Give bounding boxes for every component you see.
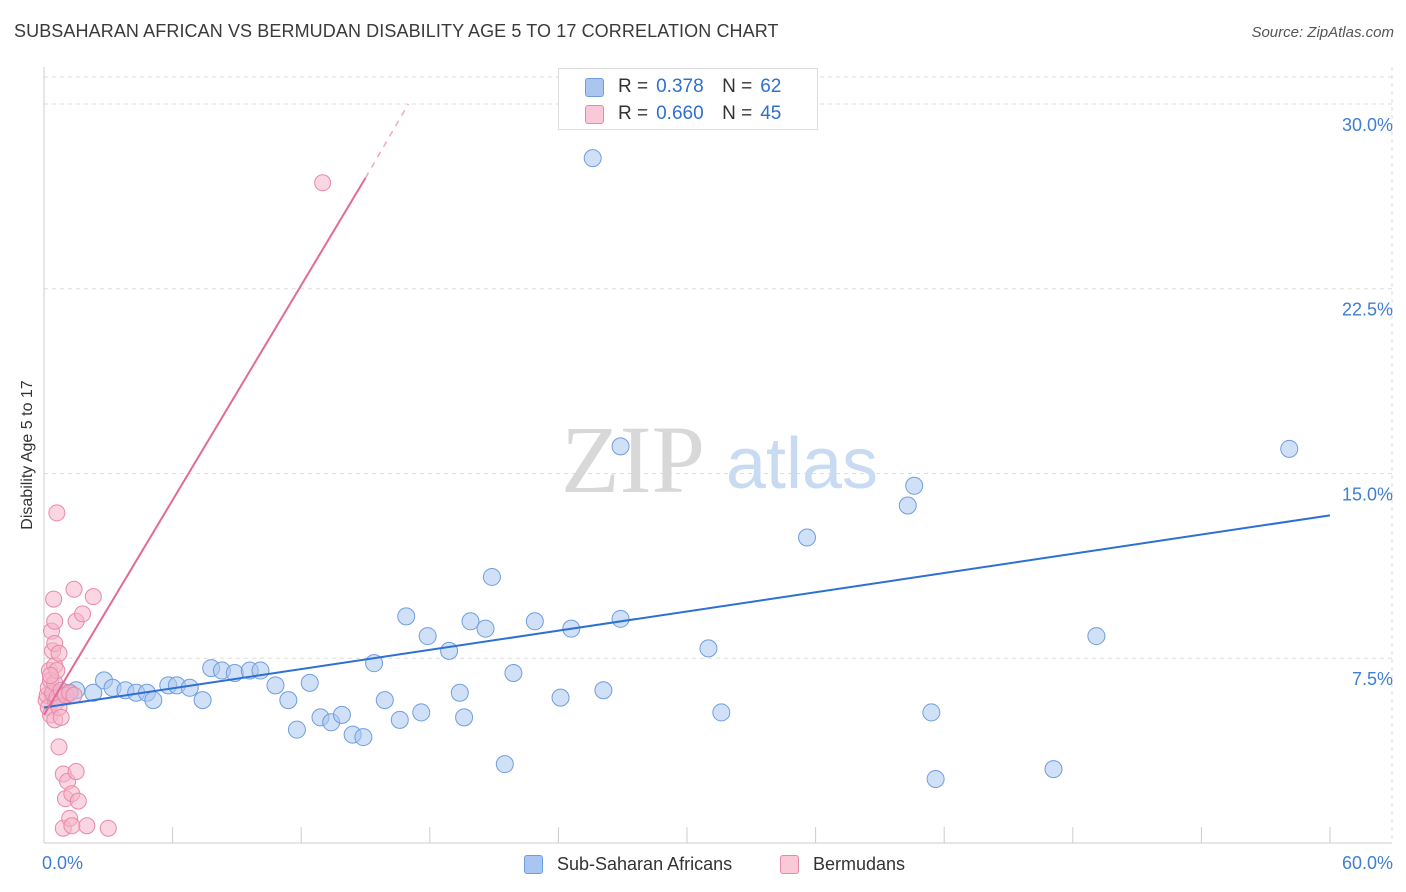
legend-item-bermudan[interactable]: Bermudans bbox=[780, 851, 905, 877]
y-tick-label: 15.0% bbox=[1342, 484, 1393, 504]
stats-legend: R = 0.378 N = 62 R = 0.660 N = 45 bbox=[558, 68, 818, 130]
r-value: 0.660 bbox=[656, 103, 704, 124]
y-tick-label: 22.5% bbox=[1342, 300, 1393, 320]
y-axis-label: Disability Age 5 to 17 bbox=[19, 380, 36, 530]
subsaharan-point bbox=[450, 683, 469, 702]
n-value: 45 bbox=[760, 103, 782, 124]
n-value: 62 bbox=[760, 76, 782, 97]
subsaharan-point bbox=[1087, 627, 1106, 646]
subsaharan-point bbox=[798, 528, 817, 547]
subsaharan-point bbox=[495, 755, 514, 774]
subsaharan-point bbox=[84, 683, 103, 702]
subsaharan-point bbox=[504, 664, 523, 683]
r-value: 0.378 bbox=[656, 76, 704, 97]
series-legend: Sub-Saharan Africans Bermudans bbox=[0, 851, 1406, 877]
bermudan-point bbox=[314, 174, 332, 192]
subsaharan-point bbox=[712, 703, 731, 722]
subsaharan-point bbox=[1044, 760, 1063, 779]
stats-row-bermudan: R = 0.660 N = 45 bbox=[585, 102, 781, 126]
bermudan-point bbox=[65, 580, 83, 598]
r-label: R = bbox=[618, 76, 649, 97]
subsaharan-point bbox=[332, 705, 351, 724]
stats-row-subsaharan: R = 0.378 N = 62 bbox=[585, 75, 781, 99]
subsaharan-point bbox=[476, 619, 495, 638]
axes bbox=[43, 67, 1392, 844]
subsaharan-point bbox=[300, 673, 319, 692]
subsaharan-point bbox=[482, 567, 501, 586]
watermark-zip: ZIP bbox=[561, 406, 705, 513]
subsaharan-point bbox=[412, 703, 431, 722]
bermudan-point bbox=[67, 763, 85, 781]
subsaharan-point bbox=[922, 703, 941, 722]
y-tick-label: 30.0% bbox=[1342, 115, 1393, 135]
grid-lines bbox=[44, 67, 1393, 843]
subsaharan-point bbox=[375, 691, 394, 710]
legend-label: Sub-Saharan Africans bbox=[557, 853, 733, 874]
subsaharan-point bbox=[898, 496, 917, 515]
bermudan-point bbox=[65, 686, 83, 704]
bermudan-point bbox=[52, 708, 70, 726]
bermudan-point bbox=[50, 644, 68, 662]
bermudan-point bbox=[45, 590, 63, 608]
pink-swatch bbox=[585, 104, 604, 124]
source-credit: Source: ZipAtlas.com bbox=[1251, 24, 1394, 41]
bermudan-point bbox=[48, 504, 66, 522]
subsaharan-point bbox=[279, 691, 298, 710]
subsaharan-point bbox=[611, 609, 630, 628]
subsaharan-point bbox=[287, 720, 306, 739]
subsaharan-point bbox=[699, 639, 718, 658]
y-tick-label: 7.5% bbox=[1352, 669, 1393, 689]
chart-title: SUBSAHARAN AFRICAN VS BERMUDAN DISABILIT… bbox=[14, 21, 779, 41]
bermudan-point bbox=[69, 792, 87, 810]
subsaharan-point bbox=[354, 728, 373, 747]
bermudan-point bbox=[99, 819, 117, 837]
bermudan-trend-line bbox=[43, 177, 367, 716]
bermudan-point bbox=[41, 666, 59, 684]
bermudan-point bbox=[46, 612, 64, 630]
trend-lines bbox=[43, 103, 1331, 716]
n-label: N = bbox=[722, 103, 753, 124]
subsaharan-point bbox=[390, 710, 409, 729]
subsaharan-point bbox=[905, 476, 924, 495]
tick-labels: 7.5% 15.0% 22.5% 30.0% 0.0% 60.0% bbox=[42, 115, 1393, 873]
r-label: R = bbox=[618, 103, 649, 124]
watermark: ZIP atlas bbox=[561, 406, 878, 513]
bermudan-point bbox=[74, 605, 92, 623]
subsaharan-point bbox=[926, 769, 945, 788]
subsaharan-point bbox=[583, 149, 602, 168]
watermark-atlas: atlas bbox=[726, 424, 878, 504]
subsaharan-point bbox=[418, 627, 437, 646]
blue-swatch bbox=[524, 854, 543, 874]
subsaharan-point bbox=[525, 612, 544, 631]
subsaharan-trend-line bbox=[43, 514, 1331, 709]
subsaharan-point bbox=[397, 607, 416, 626]
subsaharan-point bbox=[611, 437, 630, 456]
subsaharan-point bbox=[551, 688, 570, 707]
bermudan-point bbox=[50, 738, 68, 756]
x-tick-label: 60.0% bbox=[1342, 853, 1393, 873]
subsaharan-point bbox=[455, 708, 474, 727]
pink-swatch bbox=[780, 854, 799, 874]
subsaharan-point bbox=[1280, 439, 1299, 458]
subsaharan-point bbox=[144, 691, 163, 710]
bermudan-point bbox=[78, 817, 96, 835]
subsaharan-point bbox=[440, 641, 459, 660]
subsaharan-point bbox=[594, 681, 613, 700]
blue-swatch bbox=[585, 77, 604, 97]
x-tick-label: 0.0% bbox=[42, 853, 83, 873]
subsaharan-point bbox=[461, 612, 480, 631]
bermudan-trend-extension bbox=[364, 103, 410, 179]
bermudan-point bbox=[84, 588, 102, 606]
data-points bbox=[37, 149, 1299, 837]
legend-item-subsaharan[interactable]: Sub-Saharan Africans bbox=[524, 851, 732, 877]
bermudan-point bbox=[63, 817, 81, 835]
legend-label: Bermudans bbox=[813, 853, 906, 874]
subsaharan-point bbox=[193, 691, 212, 710]
subsaharan-point bbox=[180, 678, 199, 697]
n-label: N = bbox=[722, 76, 753, 97]
subsaharan-point bbox=[266, 676, 285, 695]
